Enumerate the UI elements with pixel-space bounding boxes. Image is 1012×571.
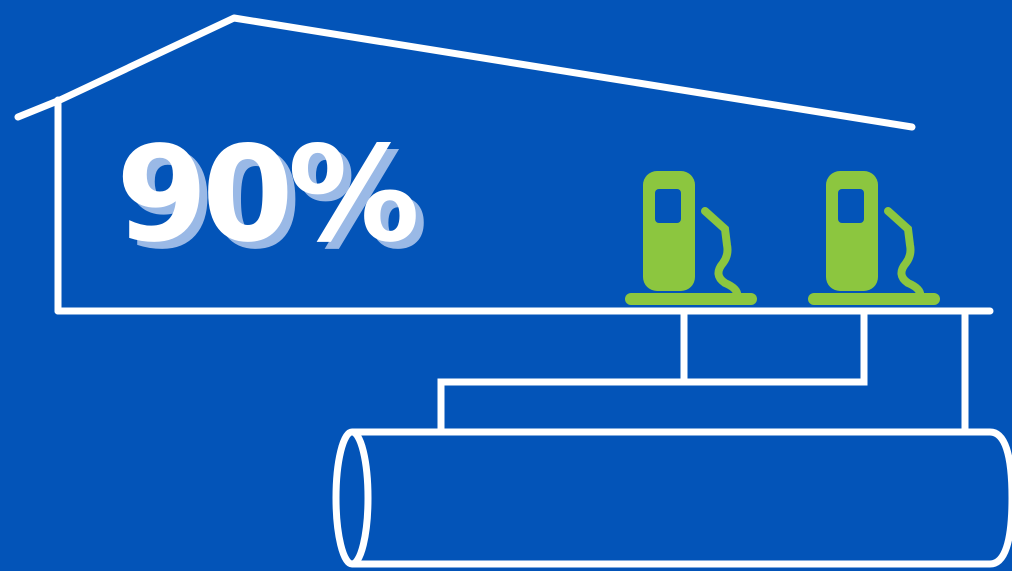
headline-group: 90% 90%	[116, 118, 431, 279]
roof-line	[14, 14, 916, 131]
pipe-outer	[437, 311, 868, 432]
station-outline-icon	[14, 14, 994, 315]
fuel-pump-icon	[808, 171, 940, 305]
tank-body	[352, 428, 1012, 568]
fuel-pump-icon	[625, 171, 757, 305]
headline-shadow: 90%	[124, 125, 425, 279]
storage-tank-icon	[332, 428, 1012, 568]
pipe-network-icon	[437, 311, 969, 432]
tank-end-cap	[332, 428, 372, 568]
headline-percentage: 90%	[116, 118, 417, 272]
